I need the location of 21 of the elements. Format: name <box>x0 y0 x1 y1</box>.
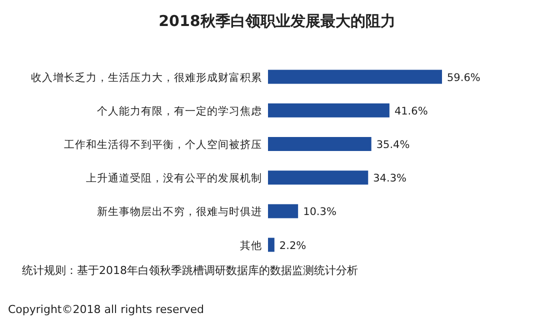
data-label: 10.3% <box>303 206 336 218</box>
y-tick-label: 收入增长乏力，生活压力大，很难形成财富积累 <box>31 70 262 84</box>
data-label: 2.2% <box>279 240 306 252</box>
y-tick-label: 工作和生活得不到平衡，个人空间被挤压 <box>64 138 262 151</box>
bar <box>268 70 442 84</box>
data-label: 59.6% <box>447 72 480 84</box>
data-label: 34.3% <box>373 172 407 185</box>
bar <box>268 170 368 185</box>
bar <box>268 137 372 151</box>
data-label: 35.4% <box>376 139 410 151</box>
y-tick-label: 其他 <box>240 238 262 252</box>
text: Copyright©2018 all rights reserved <box>8 303 204 316</box>
bar <box>268 204 298 218</box>
y-tick-label: 新生事物层出不穷，很难与时俱进 <box>97 205 262 218</box>
text: 统计规则：基于2018年白领秋季跳槽调研数据库的数据监测统计分析 <box>22 264 358 277</box>
chart-title: 2018秋季白领职业发展最大的阻力 <box>158 12 396 30</box>
data-label: 41.6% <box>394 105 428 118</box>
y-tick-label: 上升通道受阻，没有公平的发展机制 <box>86 172 262 185</box>
bar <box>268 238 274 252</box>
y-tick-label: 个人能力有限，有一定的学习焦虑 <box>97 104 262 118</box>
bar <box>268 103 390 118</box>
